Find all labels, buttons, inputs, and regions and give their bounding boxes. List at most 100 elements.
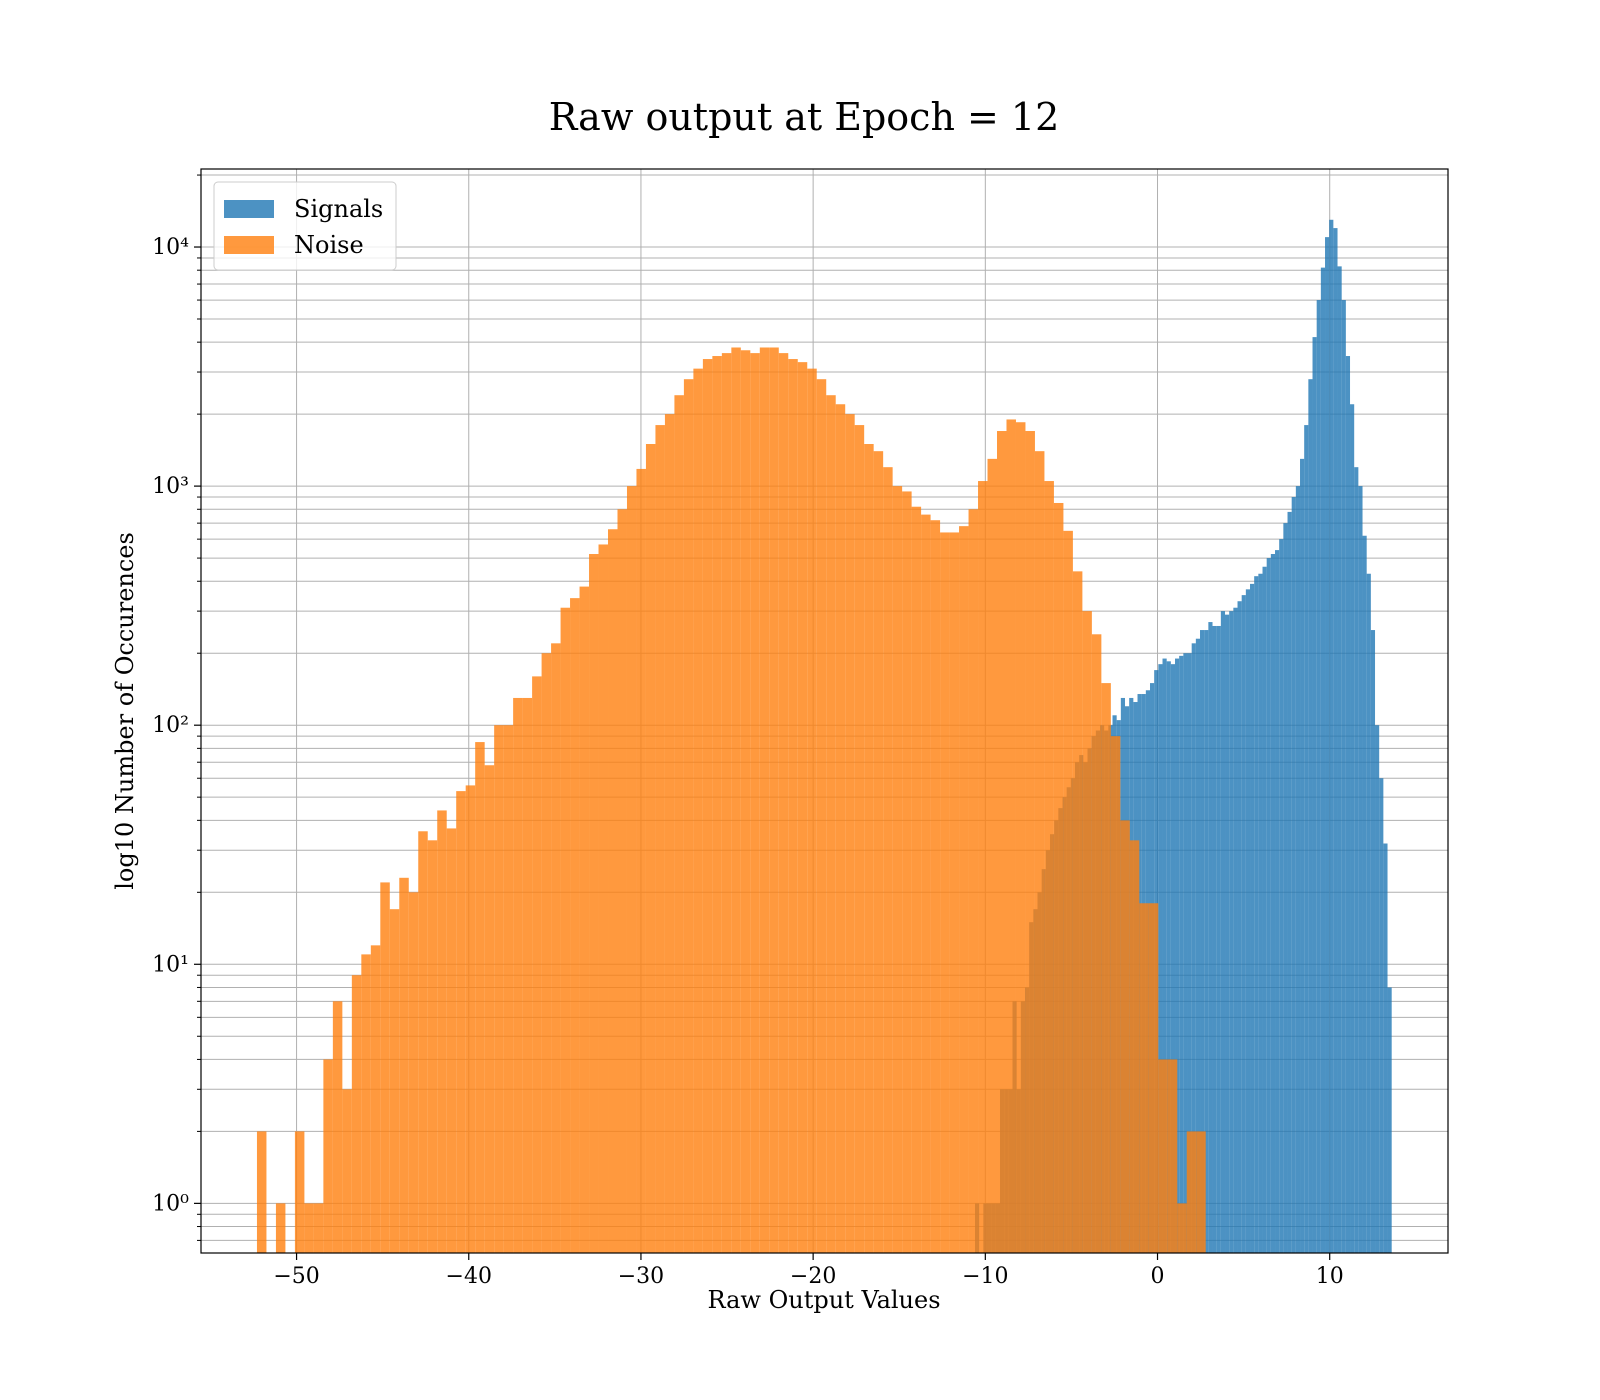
bar xyxy=(835,404,846,1253)
bar xyxy=(589,554,599,1253)
bar xyxy=(361,954,371,1253)
bar xyxy=(1266,558,1271,1253)
bar xyxy=(579,586,590,1253)
bar xyxy=(1254,576,1259,1253)
bar xyxy=(1250,583,1255,1253)
bar xyxy=(1101,683,1111,1253)
bar xyxy=(816,379,827,1253)
bar xyxy=(845,414,855,1253)
bar xyxy=(807,368,817,1254)
x-tick-label: −50 xyxy=(273,1264,319,1289)
bar xyxy=(313,1203,324,1253)
y-axis-label: log10 Number of Occurences xyxy=(111,532,139,890)
bar xyxy=(655,425,665,1253)
bar xyxy=(1183,653,1188,1253)
bar xyxy=(769,347,779,1254)
bar xyxy=(1216,625,1221,1253)
x-tick-label: −30 xyxy=(618,1264,664,1289)
bar xyxy=(1015,422,1026,1253)
bar xyxy=(1366,573,1371,1253)
bar xyxy=(788,359,798,1254)
bar xyxy=(693,368,703,1254)
bar xyxy=(1345,356,1351,1254)
bar xyxy=(1383,843,1388,1253)
bar xyxy=(1158,664,1163,1253)
bar xyxy=(883,467,893,1253)
bar xyxy=(1375,725,1380,1253)
bar xyxy=(740,350,751,1254)
bar xyxy=(1006,419,1016,1253)
bar xyxy=(323,1059,333,1253)
bar xyxy=(1179,655,1184,1253)
bar xyxy=(294,1131,305,1253)
bar xyxy=(503,725,514,1253)
bar xyxy=(1204,630,1209,1253)
bar xyxy=(608,529,618,1253)
bar xyxy=(1186,1131,1197,1253)
bar xyxy=(778,353,789,1253)
bar xyxy=(702,359,713,1254)
bar xyxy=(683,379,694,1253)
bar xyxy=(797,362,808,1254)
bar xyxy=(1275,550,1280,1253)
bar xyxy=(551,643,561,1253)
bar xyxy=(987,458,997,1254)
bar xyxy=(1139,903,1149,1253)
bar xyxy=(522,697,533,1253)
legend-label: Noise xyxy=(294,231,364,259)
bar xyxy=(930,520,941,1253)
x-tick-label: −40 xyxy=(446,1264,492,1289)
bar xyxy=(1110,736,1121,1253)
bar xyxy=(873,451,884,1253)
bar xyxy=(598,544,609,1253)
bar xyxy=(978,481,988,1254)
bar xyxy=(418,831,428,1253)
bar xyxy=(626,486,637,1254)
bar xyxy=(465,785,476,1253)
bar xyxy=(1195,638,1201,1253)
bar xyxy=(513,697,523,1253)
bar xyxy=(1337,266,1342,1253)
bar xyxy=(332,1001,343,1253)
bar xyxy=(1241,595,1246,1253)
y-tick-label: 10⁴ xyxy=(152,235,189,260)
bar xyxy=(570,598,580,1253)
bar xyxy=(911,506,922,1253)
bar xyxy=(1233,607,1238,1253)
bar xyxy=(1387,987,1392,1253)
bar xyxy=(446,828,457,1253)
bar xyxy=(759,347,770,1254)
bar xyxy=(1082,611,1092,1253)
bar xyxy=(959,526,969,1253)
bar xyxy=(1291,497,1296,1253)
bars xyxy=(256,219,1392,1254)
bar xyxy=(456,791,466,1253)
bar xyxy=(750,353,760,1253)
bar xyxy=(1166,661,1171,1253)
legend-swatch xyxy=(224,236,274,254)
bar xyxy=(437,810,447,1253)
bar xyxy=(1379,778,1384,1253)
bar xyxy=(275,1203,286,1253)
bar xyxy=(351,975,362,1253)
bar xyxy=(826,395,836,1254)
bar xyxy=(370,945,381,1253)
plot-frame xyxy=(200,168,1449,1254)
bar xyxy=(1187,653,1192,1253)
bar xyxy=(1304,425,1309,1253)
bar xyxy=(1362,535,1367,1253)
y-tick-label: 10¹ xyxy=(152,952,189,977)
bar xyxy=(1170,664,1176,1253)
x-tick-label: −20 xyxy=(790,1264,836,1289)
bar xyxy=(1148,903,1159,1253)
bar xyxy=(636,468,646,1253)
bar xyxy=(1325,237,1330,1254)
bar xyxy=(1316,300,1321,1253)
bar xyxy=(892,486,903,1254)
bar xyxy=(560,607,571,1253)
bar xyxy=(1034,451,1045,1253)
bar xyxy=(1191,643,1196,1253)
legend-label: Signals xyxy=(294,195,383,223)
bar xyxy=(1283,523,1288,1253)
bar xyxy=(1320,267,1326,1253)
